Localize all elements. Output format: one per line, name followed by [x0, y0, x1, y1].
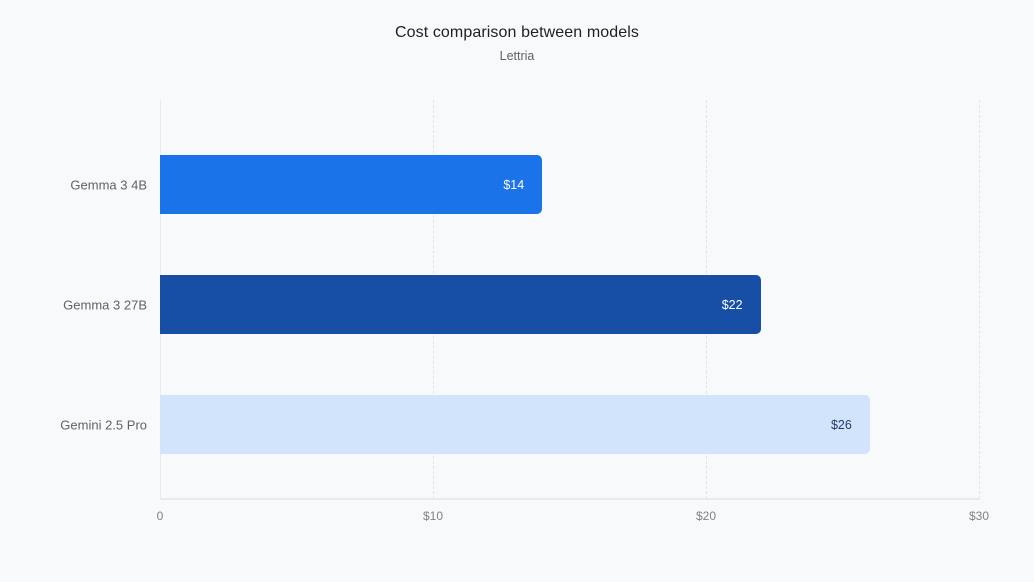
bar-row: Gemma 3 4B $14 — [70, 155, 979, 214]
category-label: Gemma 3 4B — [70, 177, 147, 192]
bar-value-label: $14 — [503, 177, 525, 192]
plot-area: 0 $10 $20 $30 Gemma 3 4B $14 Gemma 3 27B $22 Gem… — [60, 100, 989, 523]
bar: $26 — [160, 395, 870, 454]
bar-row: Gemma 3 27B $22 — [63, 275, 979, 334]
gridline — [979, 100, 980, 499]
category-label: Gemma 3 27B — [63, 297, 147, 312]
chart-header: Cost comparison between models Lettria — [0, 24, 1034, 63]
category-label: Gemini 2.5 Pro — [60, 417, 147, 432]
bar: $14 — [160, 155, 543, 214]
x-tick-label: $10 — [422, 509, 443, 523]
chart-title: Cost comparison between models — [394, 24, 639, 41]
bar-value-label: $22 — [721, 297, 743, 312]
x-tick-label: $20 — [695, 509, 716, 523]
x-axis-line — [160, 498, 979, 500]
bar-row: Gemini 2.5 Pro $26 — [60, 395, 979, 454]
chart-subtitle: Lettria — [499, 49, 535, 63]
x-tick-label: $30 — [968, 509, 990, 523]
x-tick-label: 0 — [156, 509, 164, 523]
bar-value-label: $26 — [830, 417, 852, 432]
bar: $22 — [160, 275, 761, 334]
